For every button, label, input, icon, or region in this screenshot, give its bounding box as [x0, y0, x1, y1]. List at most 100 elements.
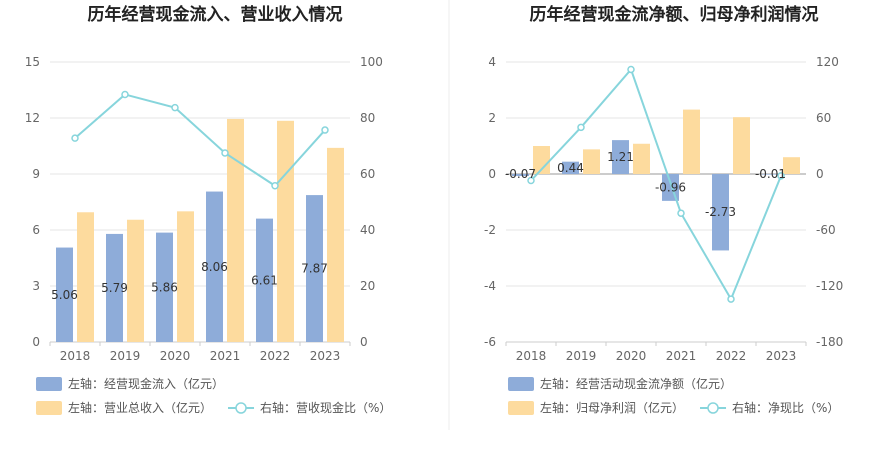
- line-point: [577, 123, 585, 132]
- bar-data-label: -0.07: [505, 167, 536, 181]
- x-tick-label: 2019: [566, 349, 597, 363]
- x-tick-label: 2020: [160, 349, 191, 363]
- y-right-tick: -120: [816, 279, 843, 293]
- legend-swatch[interactable]: [508, 401, 534, 415]
- bar-primary: [562, 161, 579, 174]
- legend-marker-icon[interactable]: [235, 402, 247, 414]
- legend-swatch[interactable]: [508, 377, 534, 391]
- bar-secondary: [733, 117, 750, 174]
- bar-secondary: [277, 120, 294, 342]
- x-tick-label: 2019: [110, 349, 141, 363]
- bar-data-label: 5.86: [151, 280, 178, 294]
- y-right-tick: -180: [816, 335, 843, 349]
- series-line: [530, 67, 782, 302]
- line-point: [221, 149, 229, 157]
- legend-marker-icon[interactable]: [707, 402, 719, 414]
- y-right-tick: 120: [816, 55, 839, 69]
- y-left-tick: 12: [25, 111, 40, 125]
- y-left-tick: 2: [488, 111, 496, 125]
- series-line: [74, 93, 326, 188]
- bar-data-label: 6.61: [251, 273, 278, 287]
- bar-data-label: 1.21: [607, 150, 634, 164]
- bar-primary: [156, 232, 173, 342]
- y-left-tick: 0: [32, 335, 40, 349]
- line-point: [527, 176, 535, 185]
- bar-data-label: -0.96: [655, 180, 686, 194]
- legend-label[interactable]: 左轴：经营活动现金流净额（亿元）: [540, 376, 732, 391]
- line-point: [677, 209, 685, 217]
- bar-primary: [256, 218, 273, 342]
- y-right-tick: 40: [360, 223, 375, 237]
- y-right-tick: 0: [816, 167, 824, 181]
- x-tick-label: 2023: [310, 349, 341, 363]
- y-left-tick: -2: [484, 223, 496, 237]
- chart-panel-2: 历年经营现金流净额、归母净利润情况 -6 -4 -2 0 2 4 -180 -120 -60 0 60…: [484, 4, 843, 415]
- legend-swatch[interactable]: [36, 401, 62, 415]
- legend-label[interactable]: 右轴：营收现金比（%）: [260, 400, 391, 415]
- chart-panel-1: 历年经营现金流入、营业收入情况 0 3 6 9 12 15 0 20 40 60 80 100 2018 2…: [25, 4, 391, 415]
- bar-secondary: [227, 118, 244, 342]
- bar-secondary: [77, 212, 94, 342]
- bar-data-label: -0.01: [755, 167, 786, 181]
- bar-primary: [712, 174, 729, 251]
- y-left-tick: 4: [488, 55, 496, 69]
- bar-secondary: [177, 211, 194, 342]
- legend-label[interactable]: 左轴：经营现金流入（亿元）: [68, 376, 224, 391]
- y-right-tick: 100: [360, 55, 383, 69]
- bar-data-label: 7.87: [301, 262, 328, 276]
- y-right-tick: 60: [360, 167, 375, 181]
- legend-swatch[interactable]: [36, 377, 62, 391]
- x-tick-label: 2018: [516, 349, 547, 363]
- chart-title: 历年经营现金流入、营业收入情况: [88, 4, 343, 25]
- bar-primary: [512, 174, 529, 176]
- bar-primary: [612, 140, 629, 174]
- bar-secondary: [633, 143, 650, 174]
- line-point: [627, 65, 635, 74]
- legend-label[interactable]: 左轴：归母净利润（亿元）: [540, 400, 684, 415]
- bar-data-label: -2.73: [705, 205, 736, 219]
- bar-secondary: [533, 146, 550, 174]
- bar-secondary: [583, 149, 600, 174]
- y-left-tick: 15: [25, 55, 40, 69]
- y-right-tick: 60: [816, 111, 831, 125]
- bar-data-label: 0.44: [557, 161, 584, 175]
- x-tick-label: 2020: [616, 349, 647, 363]
- x-tick-label: 2018: [60, 349, 91, 363]
- bar-data-label: 5.79: [101, 281, 128, 295]
- y-right-tick: 20: [360, 279, 375, 293]
- y-left-tick: -4: [484, 279, 496, 293]
- bar-secondary: [783, 157, 800, 174]
- line-point: [271, 182, 279, 190]
- line-point: [777, 172, 785, 180]
- bar-secondary: [683, 109, 700, 174]
- bar-secondary: [327, 147, 344, 342]
- y-left-tick: 3: [32, 279, 40, 293]
- legend-label[interactable]: 左轴：营业总收入（亿元）: [68, 400, 212, 415]
- bar-primary: [306, 195, 323, 342]
- bar-primary: [206, 191, 223, 342]
- x-tick-label: 2021: [666, 349, 697, 363]
- line-point: [71, 134, 79, 142]
- chart-title: 历年经营现金流净额、归母净利润情况: [530, 4, 819, 25]
- y-right-tick: 80: [360, 111, 375, 125]
- bar-primary: [762, 174, 779, 175]
- legend-label[interactable]: 右轴：净现比（%）: [732, 400, 839, 415]
- y-left-tick: 9: [32, 167, 40, 181]
- line-point: [121, 90, 129, 99]
- bar-secondary: [127, 219, 144, 342]
- y-left-tick: 0: [488, 167, 496, 181]
- bar-data-label: 8.06: [201, 260, 228, 274]
- y-right-tick: 0: [360, 335, 368, 349]
- y-right-tick: -60: [816, 223, 836, 237]
- x-tick-label: 2023: [766, 349, 797, 363]
- line-point: [321, 126, 329, 134]
- line-point: [171, 103, 179, 112]
- line-point: [727, 295, 735, 303]
- x-tick-label: 2022: [260, 349, 291, 363]
- x-tick-label: 2021: [210, 349, 241, 363]
- y-left-tick: 6: [32, 223, 40, 237]
- bar-primary: [56, 247, 73, 342]
- bar-primary: [106, 233, 123, 342]
